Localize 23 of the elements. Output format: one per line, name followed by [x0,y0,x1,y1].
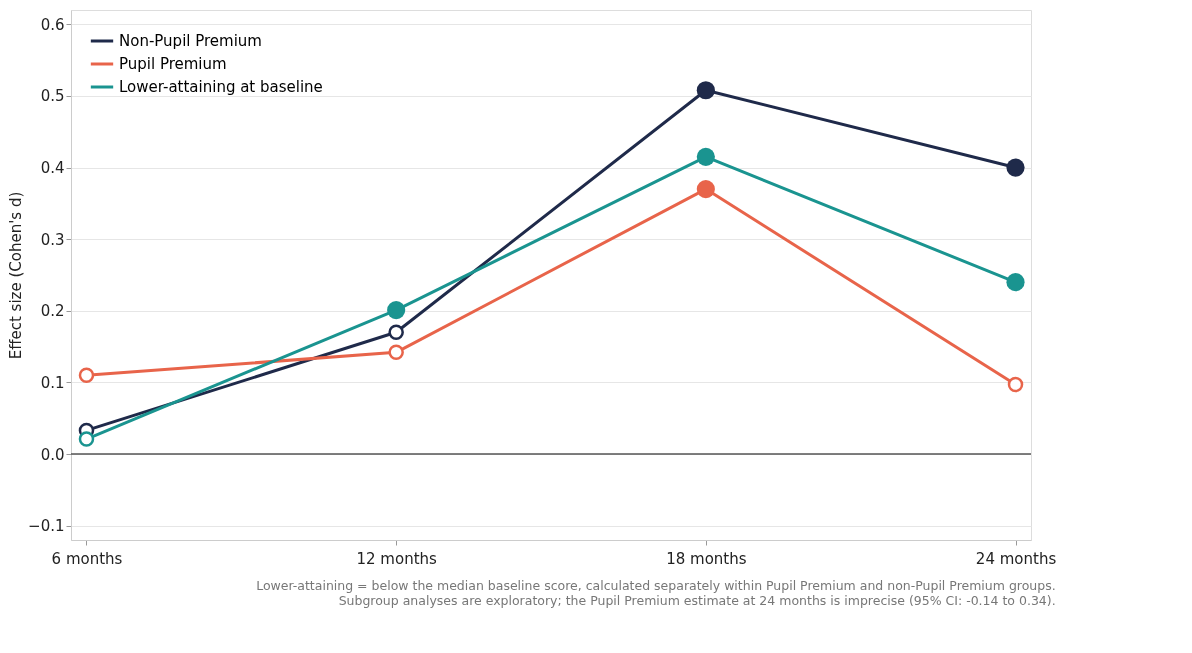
legend-label: Lower-attaining at baseline [119,78,323,96]
y-tick-label: 0.2 [40,302,65,321]
point [78,367,95,384]
y-tick-label: 0.1 [40,373,65,392]
y-tick-label: 0.3 [40,230,65,249]
legend-label: Pupil Premium [119,55,227,73]
point [78,431,95,447]
y-axis-title: Effect size (Cohen's d) [7,191,26,360]
y-tick-label: 0.4 [40,159,65,178]
y-tick-label: −0.1 [28,517,65,536]
point [388,324,404,341]
x-tick-label: 18 months [666,549,747,568]
legend-label: Non-Pupil Premium [119,32,262,50]
y-tick-label: 0.6 [40,15,65,34]
text: Subgroup analyses are exploratory; the Pupil Premium estimate at 24 months is imprecise (95% CI: -0.14 to 0.34). [338,592,1056,608]
x-tick-label: 6 months [51,549,123,568]
x-tick-label: 12 months [356,549,438,568]
x-tick-label: 24 months [975,549,1057,568]
point [388,344,404,361]
text: Lower-attaining = below the median baseline score, calculated separately within Pupil Premium and non-Pupil Premium groups. [256,578,1056,593]
y-tick-label: 0.5 [40,87,65,106]
y-tick-label: 0.0 [40,445,65,464]
point [1007,376,1024,393]
